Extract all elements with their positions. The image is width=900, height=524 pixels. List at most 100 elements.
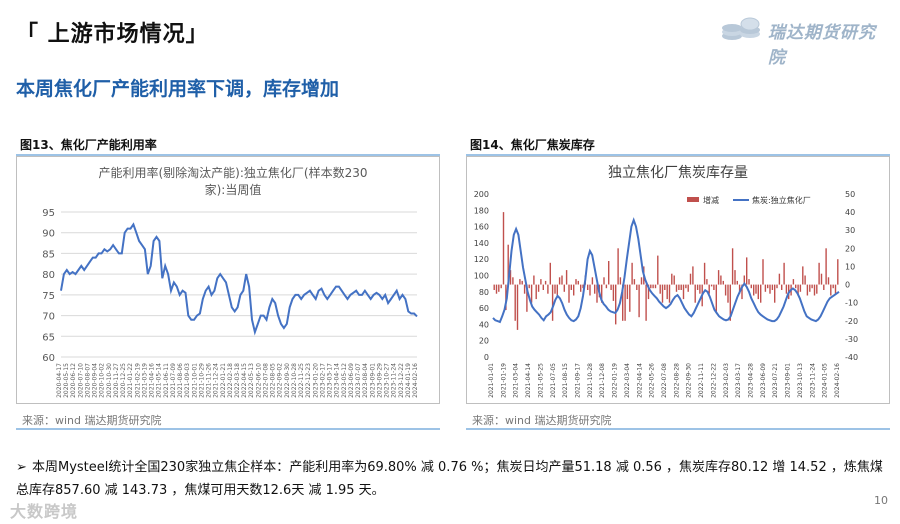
x-tick-label: 2022-06-10 bbox=[255, 363, 262, 398]
y-tick-label: 65 bbox=[42, 332, 55, 343]
x-tick-label: 2021-07-05 bbox=[550, 363, 557, 398]
x-tick-label: 2023-01-20 bbox=[312, 363, 319, 398]
y-tick-label: 90 bbox=[42, 229, 55, 240]
x-tick-label: 2022-01-19 bbox=[612, 363, 619, 398]
x-tick-label: 2022-11-11 bbox=[698, 363, 705, 398]
y-right-tick-label: 10 bbox=[845, 262, 855, 271]
change-bar bbox=[650, 284, 652, 289]
change-bar bbox=[792, 279, 795, 285]
change-bar bbox=[556, 284, 558, 296]
change-bar bbox=[710, 284, 713, 287]
y-left-tick-label: 40 bbox=[479, 320, 489, 329]
x-tick-label: 2023-03-17 bbox=[735, 363, 742, 398]
change-bar bbox=[542, 284, 544, 290]
change-bar bbox=[561, 275, 563, 285]
logo: 瑞达期货研究院 bbox=[720, 10, 888, 68]
arrow-right-icon: ➢ bbox=[16, 460, 27, 475]
change-bar bbox=[507, 244, 509, 285]
y-right-tick-label: 20 bbox=[845, 244, 855, 253]
change-bar bbox=[577, 280, 579, 285]
change-bar bbox=[809, 284, 811, 292]
change-bar bbox=[516, 284, 519, 330]
x-tick-label: 2020-10-30 bbox=[106, 363, 113, 398]
change-bar bbox=[783, 262, 785, 285]
y-tick-label: 75 bbox=[42, 291, 55, 302]
x-tick-label: 2021-12-08 bbox=[599, 363, 606, 398]
change-bar bbox=[832, 284, 834, 289]
y-left-tick-label: 80 bbox=[479, 288, 489, 297]
chart-utilization-frame: 产能利用率(剔除淘汰产能):独立焦化厂(样本数230 家):当周值 60 65 70… bbox=[16, 156, 440, 404]
y-right-tick-label: -30 bbox=[845, 335, 858, 344]
change-bar bbox=[565, 270, 568, 285]
change-bar bbox=[811, 284, 813, 289]
x-tick-label: 2020-05-15 bbox=[63, 363, 70, 398]
y-tick-label: 60 bbox=[42, 353, 55, 364]
change-bar bbox=[827, 277, 830, 285]
x-tick-label: 2024-02-16 bbox=[834, 363, 841, 398]
legend-line-label: 焦炭:独立焦化厂 bbox=[752, 195, 811, 205]
y-left-tick-label: 120 bbox=[474, 255, 489, 264]
x-tick-label: 2023-09-29 bbox=[376, 363, 383, 398]
x-tick-label: 2022-09-02 bbox=[277, 363, 284, 398]
x-tick-label: 2022-05-13 bbox=[248, 363, 255, 398]
figure-13-label: 图13、焦化厂产能利用率 bbox=[16, 136, 440, 156]
x-tick-label: 2023-09-01 bbox=[369, 363, 376, 398]
change-bar bbox=[540, 279, 542, 285]
change-bar bbox=[535, 284, 537, 300]
change-bar bbox=[495, 284, 498, 294]
change-bar bbox=[589, 284, 591, 296]
y-tick-label: 95 bbox=[42, 208, 55, 219]
change-bar bbox=[610, 284, 612, 290]
change-bar bbox=[622, 284, 624, 321]
x-tick-label: 2022-03-18 bbox=[234, 363, 241, 398]
change-bar bbox=[591, 277, 594, 285]
change-bar bbox=[619, 277, 622, 285]
legend-bar-swatch bbox=[687, 197, 699, 202]
x-tick-label: 2021-10-01 bbox=[191, 363, 198, 398]
change-bar bbox=[797, 284, 799, 296]
change-bar bbox=[682, 284, 685, 300]
x-tick-label: 2023-07-21 bbox=[772, 363, 779, 398]
chart-inventory: 独立焦化厂焦炭库存量 增减 焦炭:独立焦化厂 02040608010012014… bbox=[474, 165, 858, 398]
change-bar bbox=[671, 273, 673, 285]
x-tick-label: 2021-05-25 bbox=[537, 363, 544, 398]
x-tick-label: 2024-02-16 bbox=[412, 363, 419, 398]
coin-stack-icon bbox=[722, 17, 760, 40]
x-tick-label: 2022-03-04 bbox=[624, 363, 631, 398]
figure-14-source: 来源：wind 瑞达期货研究院 bbox=[466, 406, 890, 430]
x-tick-label: 2020-10-02 bbox=[99, 363, 106, 398]
change-bar bbox=[837, 259, 839, 285]
x-tick-label: 2020-08-07 bbox=[84, 363, 91, 398]
x-tick-label: 2023-06-09 bbox=[760, 363, 767, 398]
change-bar bbox=[582, 284, 584, 289]
change-bar bbox=[612, 284, 615, 301]
x-tick-label: 2022-04-14 bbox=[636, 363, 643, 398]
change-bar bbox=[528, 284, 530, 289]
y-right-tick-label: -10 bbox=[845, 299, 858, 308]
change-bar bbox=[694, 284, 696, 303]
change-bar bbox=[729, 284, 731, 321]
change-bar bbox=[734, 270, 736, 285]
slide-subtitle: 本周焦化厂产能利用率下调，库存增加 bbox=[16, 78, 340, 100]
y-left-tick-label: 200 bbox=[474, 190, 489, 199]
change-bar bbox=[608, 261, 610, 285]
chart-utilization: 产能利用率(剔除淘汰产能):独立焦化厂(样本数230 家):当周值 60 65 70… bbox=[42, 165, 419, 398]
change-bar bbox=[568, 284, 570, 303]
change-bar bbox=[816, 284, 818, 294]
change-bar bbox=[722, 280, 724, 285]
y-tick-label: 70 bbox=[42, 312, 55, 323]
change-bar bbox=[715, 284, 717, 312]
x-tick-label: 2023-06-09 bbox=[348, 363, 355, 398]
y-right-tick-label: -40 bbox=[845, 353, 858, 362]
change-bar bbox=[626, 284, 629, 300]
x-tick-label: 2023-05-12 bbox=[341, 363, 348, 398]
change-bar bbox=[760, 284, 762, 303]
change-bar bbox=[657, 255, 659, 285]
change-bar bbox=[549, 262, 551, 285]
change-bar bbox=[692, 266, 694, 285]
x-tick-label: 2021-11-26 bbox=[206, 363, 213, 398]
x-tick-label: 2021-08-06 bbox=[177, 363, 184, 398]
change-bar bbox=[795, 284, 797, 289]
change-bar bbox=[668, 284, 671, 303]
change-bar bbox=[526, 284, 528, 312]
